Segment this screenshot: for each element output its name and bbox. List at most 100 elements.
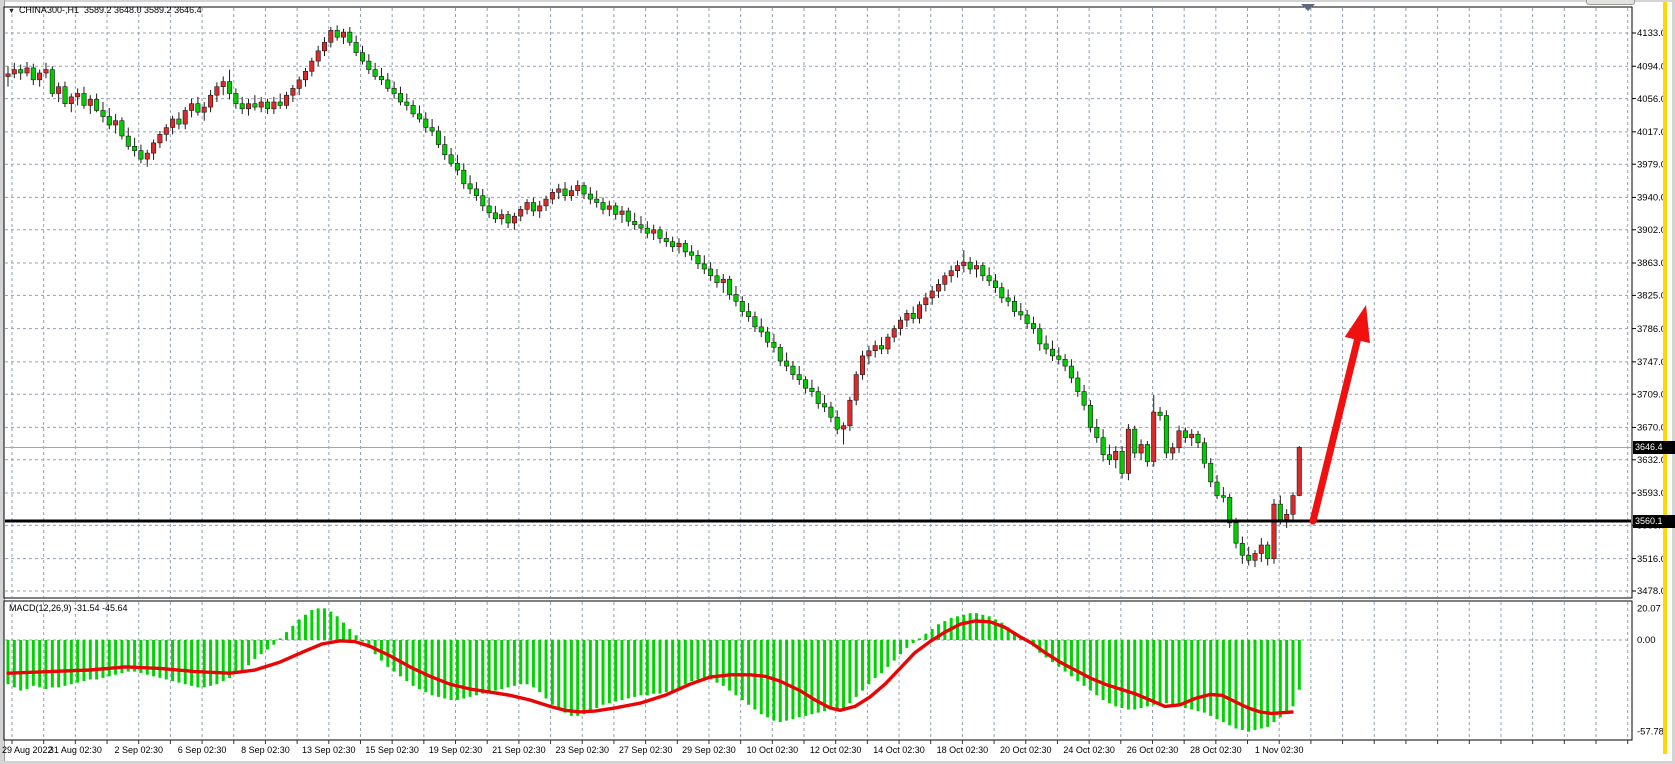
candle-body — [1284, 513, 1290, 520]
candle-body — [853, 374, 859, 401]
time-axis[interactable]: 29 Aug 2022 31 Aug 02:30 2 Sep 02:30 6 Sep … — [0, 740, 1675, 762]
candle-body — [1087, 404, 1093, 428]
candle-body — [600, 202, 606, 210]
main-pane[interactable] — [3, 6, 1633, 599]
candle-body — [62, 86, 68, 104]
trend-arrow-head[interactable] — [1344, 305, 1370, 344]
time-axis-label: 23 Sep 02:30 — [555, 745, 610, 755]
candle-body — [530, 202, 536, 212]
chevron-down-icon[interactable]: ▼ — [8, 8, 15, 15]
time-axis-label: 1 Nov 02:30 — [1254, 745, 1304, 755]
candle-body — [378, 76, 384, 81]
price-axis-label: 4094.0 — [1637, 61, 1666, 72]
candle-body — [1005, 297, 1011, 302]
candle-body — [657, 229, 663, 239]
candle-body — [682, 243, 688, 253]
candle-body — [81, 93, 87, 106]
candle-body — [189, 103, 195, 111]
candle-body — [423, 118, 429, 128]
candle-body — [391, 88, 397, 94]
candle-body — [113, 120, 119, 126]
candle-body — [923, 297, 929, 305]
candle-body — [264, 101, 270, 110]
candle-body — [132, 146, 138, 151]
candle-body — [1277, 503, 1283, 520]
candle-body — [239, 103, 245, 110]
candle-body — [758, 326, 764, 333]
candle-body — [283, 94, 289, 106]
candle-body — [302, 71, 308, 81]
time-axis-label: 15 Sep 02:30 — [365, 745, 419, 755]
candle-body — [644, 227, 650, 234]
candle-body — [973, 265, 979, 270]
candle-body — [518, 209, 524, 217]
candle-body — [1290, 495, 1296, 515]
candle-body — [144, 152, 150, 160]
candle-body — [606, 205, 612, 210]
candle-body — [87, 99, 93, 106]
partial-toolbar-button[interactable] — [1586, 0, 1635, 5]
candle-body — [1011, 300, 1017, 312]
trend-arrow-shaft[interactable] — [1309, 330, 1363, 525]
candle-body — [1271, 503, 1277, 559]
candle-body — [429, 127, 435, 132]
candle-body — [866, 350, 872, 357]
candle-body — [252, 103, 258, 108]
symbol-timeframe-label[interactable]: ▼ CHINA300-,H1 3589.2 3648.0 3589.2 3646.… — [8, 5, 202, 15]
candle-body — [37, 72, 43, 81]
candle-body — [499, 214, 505, 220]
candle-body — [1138, 444, 1144, 454]
candle-body — [708, 268, 714, 277]
candle-body — [1220, 495, 1226, 498]
scroll-to-end-icon[interactable] — [1301, 4, 1315, 11]
candle-body — [733, 294, 739, 302]
macd-axis-label: 20.07 — [1637, 603, 1661, 614]
candle-body — [524, 202, 530, 210]
time-axis-label: 8 Sep 02:30 — [241, 745, 290, 755]
candle-body — [68, 96, 74, 105]
macd-axis-label: 0.00 — [1637, 635, 1656, 646]
candle-body — [537, 205, 543, 212]
candle-body — [1043, 343, 1049, 350]
candle-body — [56, 86, 62, 94]
candle-body — [1163, 415, 1169, 454]
candle-body — [872, 345, 878, 352]
candle-body — [625, 210, 631, 222]
candle-body — [486, 205, 492, 213]
window-frame-top — [0, 0, 1675, 2]
time-axis-label: 12 Oct 02:30 — [809, 745, 862, 755]
candle-body — [353, 42, 359, 53]
candle-body — [1081, 391, 1087, 406]
candle-body — [771, 341, 777, 348]
candle-body — [815, 391, 821, 404]
candle-body — [416, 113, 422, 120]
time-axis-label: 31 Aug 02:30 — [48, 745, 102, 755]
candle-body — [1144, 444, 1150, 462]
candle-body — [910, 312, 916, 319]
candle-body — [720, 278, 726, 283]
candle-body — [30, 67, 36, 81]
time-axis-label: 29 Sep 02:30 — [682, 745, 736, 755]
price-axis[interactable] — [1633, 0, 1675, 740]
candle-body — [442, 144, 448, 156]
time-axis-label: 24 Oct 02:30 — [1063, 745, 1115, 755]
candle-body — [1075, 377, 1081, 392]
candle-body — [897, 319, 903, 329]
candle-body — [1182, 430, 1188, 438]
candle-body — [822, 403, 828, 408]
price-axis-label: 3786.0 — [1637, 324, 1666, 335]
price-axis-label: 3747.0 — [1637, 357, 1666, 368]
window-edge-highlight — [1663, 2, 1667, 754]
candle-body — [752, 316, 758, 328]
symbol-name: CHINA300-,H1 — [18, 5, 79, 15]
candle-body — [689, 251, 695, 256]
candle-body — [695, 255, 701, 265]
candle-body — [1113, 450, 1119, 461]
candle-body — [904, 312, 910, 321]
candle-body — [11, 69, 17, 75]
candle-body — [549, 192, 555, 200]
candle-body — [1050, 348, 1056, 357]
candle-body — [340, 31, 346, 38]
